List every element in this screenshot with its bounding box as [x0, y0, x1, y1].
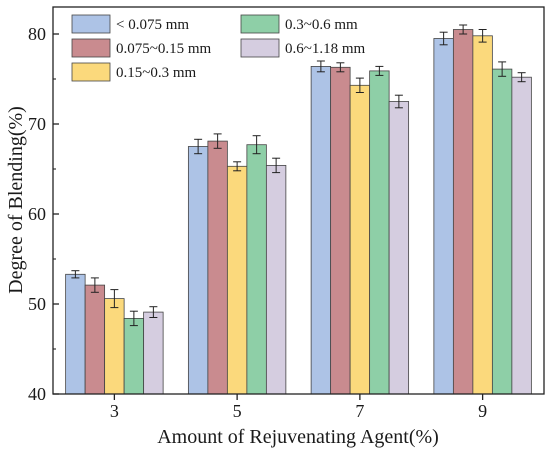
bar — [265, 164, 287, 395]
legend: < 0.075 mm 0.075~0.15 mm 0.15~0.3 mm 0.3~0.… — [71, 14, 366, 82]
bar — [349, 84, 371, 395]
bar — [84, 284, 106, 395]
bar — [369, 70, 390, 395]
bar — [123, 317, 145, 395]
bar-group-9 — [433, 24, 532, 395]
legend-swatch — [71, 62, 111, 82]
legend-label: < 0.075 mm — [116, 17, 189, 33]
legend-label: 0.075~0.15 mm — [116, 41, 212, 57]
bar-group-7 — [310, 60, 410, 395]
x-tick-label: 7 — [355, 401, 364, 421]
bar — [310, 66, 332, 395]
x-tick-label: 5 — [233, 401, 242, 421]
bar — [388, 101, 410, 395]
legend-swatch — [240, 38, 280, 58]
legend-item: 0.6~1.18 mm — [240, 38, 366, 58]
bar-groups — [65, 24, 532, 395]
y-tick-label: 80 — [28, 24, 46, 44]
bar — [207, 140, 228, 395]
bar — [472, 35, 493, 395]
x-axis-title: Amount of Rejuvenating Agent(%) — [157, 426, 439, 448]
bar — [491, 68, 513, 395]
x-tick-label: 9 — [478, 401, 487, 421]
legend-item: 0.3~0.6 mm — [240, 14, 358, 34]
bar — [187, 146, 209, 395]
legend-item: < 0.075 mm — [71, 14, 189, 34]
legend-swatch — [71, 38, 111, 58]
x-tick-label: 3 — [110, 401, 119, 421]
legend-item: 0.15~0.3 mm — [71, 62, 197, 82]
bar — [433, 38, 454, 395]
legend-label: 0.3~0.6 mm — [285, 17, 358, 33]
x-axis: 3 5 7 9 — [110, 394, 487, 421]
y-tick-label: 50 — [28, 294, 46, 314]
bar — [143, 311, 164, 395]
y-axis-title: Degree of Blending(%) — [5, 106, 27, 294]
bar — [65, 273, 86, 395]
y-tick-label: 40 — [28, 384, 46, 404]
legend-item: 0.075~0.15 mm — [71, 38, 212, 58]
bar — [452, 29, 474, 395]
y-tick-label: 60 — [28, 204, 46, 224]
legend-label: 0.15~0.3 mm — [116, 65, 197, 81]
bar-group-3 — [65, 270, 164, 395]
y-tick-label: 70 — [28, 114, 46, 134]
bar — [330, 66, 351, 395]
legend-swatch — [240, 14, 280, 34]
legend-label: 0.6~1.18 mm — [285, 41, 366, 57]
bar — [246, 144, 267, 395]
bar — [104, 298, 125, 395]
bar — [226, 165, 248, 395]
bar — [511, 76, 532, 395]
y-axis: 40 50 60 70 80 — [28, 24, 59, 404]
plot-frame — [52, 6, 545, 395]
legend-swatch — [71, 14, 111, 34]
bar-group-5 — [187, 133, 287, 395]
